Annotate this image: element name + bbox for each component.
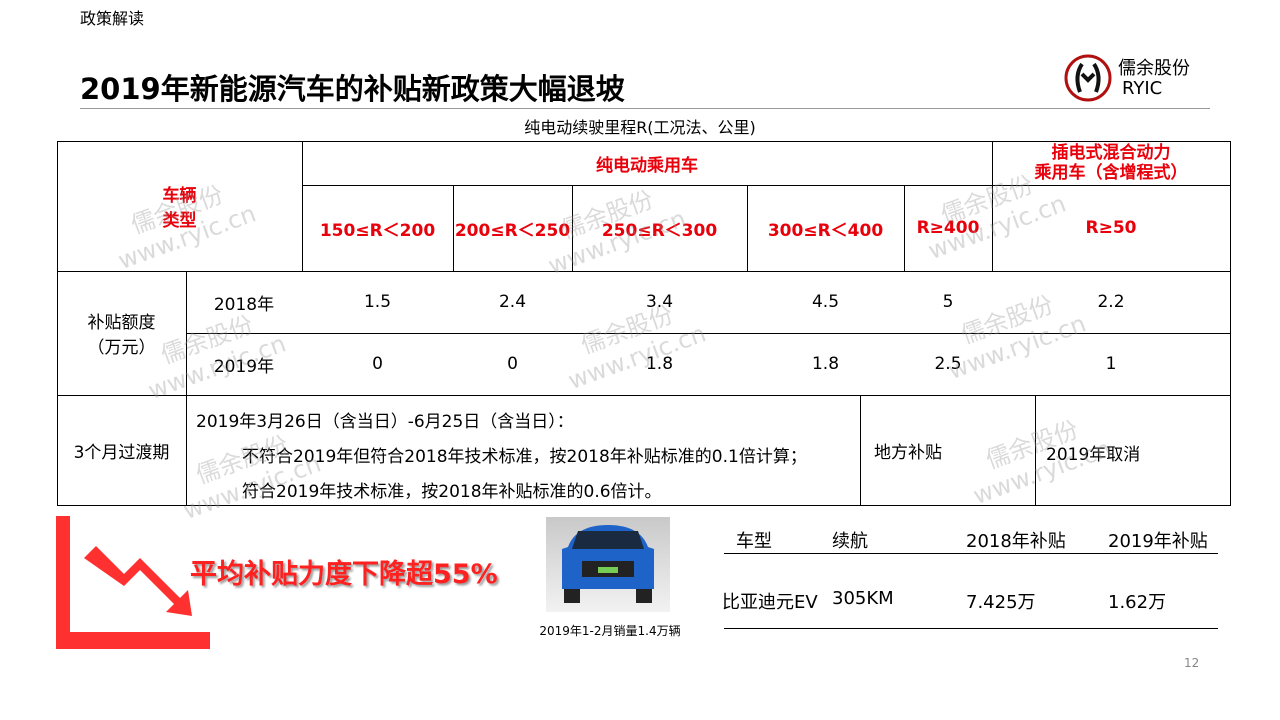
- page-title: 2019年新能源汽车的补贴新政策大幅退坡: [80, 72, 625, 106]
- transition-line: 2019年3月26日（含当日）-6月25日（含当日）：: [196, 412, 574, 432]
- logo-sub: RYIC: [1122, 78, 1163, 99]
- compare-cell: 比亚迪元EV: [722, 592, 818, 613]
- value-cell: 1.8: [645, 354, 674, 374]
- value-cell: 1.5: [363, 292, 392, 312]
- phev-group-header: 插电式混合动力 乘用车（含增程式）: [1034, 142, 1188, 183]
- transition-line: 不符合2019年但符合2018年技术标准，按2018年补贴标准的0.1倍计算；: [242, 447, 807, 467]
- range-header: 300≤R＜400: [767, 220, 884, 241]
- car-image: [546, 517, 670, 612]
- compare-cell: 1.62万: [1108, 592, 1167, 613]
- value-cell: 0: [372, 354, 383, 374]
- transition-line: 符合2019年技术标准，按2018年补贴标准的0.6倍计。: [242, 482, 662, 502]
- logo-emblem-icon: [1064, 54, 1112, 102]
- local-subsidy-value: 2019年取消: [1046, 445, 1141, 465]
- range-header: 150≤R＜200: [319, 220, 436, 241]
- compare-divider: [724, 553, 1218, 554]
- table-caption: 纯电动续驶里程R(工况法、公里): [524, 118, 756, 137]
- value-cell: 1: [1105, 354, 1117, 374]
- year-cell: 2018年: [213, 294, 275, 315]
- compare-header: 续航: [832, 531, 868, 552]
- range-header: 200≤R＜250: [454, 220, 571, 241]
- decline-text: 平均补贴力度下降超55%: [190, 559, 498, 590]
- compare-header: 车型: [736, 531, 772, 552]
- decline-arrow-icon: [56, 516, 210, 649]
- range-header: 250≤R＜300: [601, 220, 718, 241]
- logo-text: 儒余股份: [1118, 58, 1190, 79]
- corner-header: 车辆 类型: [162, 186, 197, 231]
- value-cell: 2.2: [1097, 292, 1125, 312]
- compare-divider: [724, 628, 1218, 629]
- bev-group-header: 纯电动乘用车: [596, 155, 698, 176]
- car-caption: 2019年1-2月销量1.4万辆: [539, 624, 681, 638]
- value-cell: 5: [942, 292, 954, 312]
- value-cell: 1.8: [811, 354, 840, 374]
- value-cell: 2.5: [934, 354, 962, 374]
- subsidy-label: 补贴额度 （万元）: [87, 313, 156, 358]
- compare-header: 2019年补贴: [1108, 531, 1208, 552]
- compare-header: 2018年补贴: [966, 531, 1066, 552]
- section-label: 政策解读: [80, 9, 145, 28]
- year-cell: 2019年: [213, 356, 275, 377]
- compare-cell: 7.425万: [966, 592, 1036, 613]
- page-number: 12: [1184, 656, 1200, 670]
- local-subsidy-label: 地方补贴: [874, 442, 942, 463]
- transition-label: 3个月过渡期: [73, 442, 170, 463]
- title-divider: [80, 108, 1210, 109]
- value-cell: 0: [507, 354, 518, 374]
- compare-cell: 305KM: [832, 588, 894, 609]
- value-cell: 4.5: [811, 292, 840, 312]
- company-logo: 儒余股份 RYIC: [1062, 52, 1212, 104]
- value-cell: 3.4: [645, 292, 674, 312]
- range-header: R≥50: [1085, 218, 1137, 238]
- range-header: R≥400: [916, 218, 980, 238]
- value-cell: 2.4: [498, 292, 527, 312]
